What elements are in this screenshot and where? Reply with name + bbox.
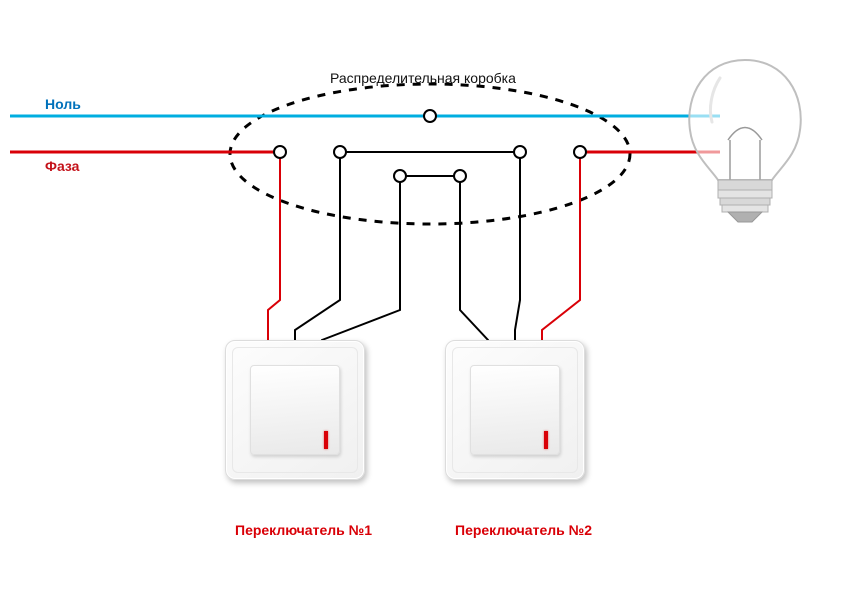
switch-2 — [445, 340, 585, 480]
sw2-common-red — [542, 152, 580, 360]
node-phase-in — [274, 146, 286, 158]
node-sw2a — [454, 170, 466, 182]
sw1-traveler-a — [295, 152, 340, 360]
junction-box-outline — [230, 84, 630, 224]
sw1-traveler-b — [322, 176, 400, 360]
junction-box-label: Распределительная коробка — [330, 70, 516, 86]
phase-label: Фаза — [45, 158, 79, 174]
node-neutral — [424, 110, 436, 122]
switch-1-indicator — [324, 431, 328, 449]
switch-2-label: Переключатель №2 — [455, 522, 592, 538]
wiring-diagram — [0, 0, 845, 589]
neutral-label: Ноль — [45, 96, 81, 112]
node-phase-out — [574, 146, 586, 158]
node-sw1b — [394, 170, 406, 182]
switch-2-indicator — [544, 431, 548, 449]
bulb-icon — [689, 60, 801, 222]
sw2-traveler-b — [515, 152, 520, 360]
node-sw1a — [334, 146, 346, 158]
switch-1-label: Переключатель №1 — [235, 522, 372, 538]
sw1-common-red — [268, 152, 280, 360]
switch-1 — [225, 340, 365, 480]
node-sw2b — [514, 146, 526, 158]
sw2-traveler-a — [460, 176, 488, 360]
